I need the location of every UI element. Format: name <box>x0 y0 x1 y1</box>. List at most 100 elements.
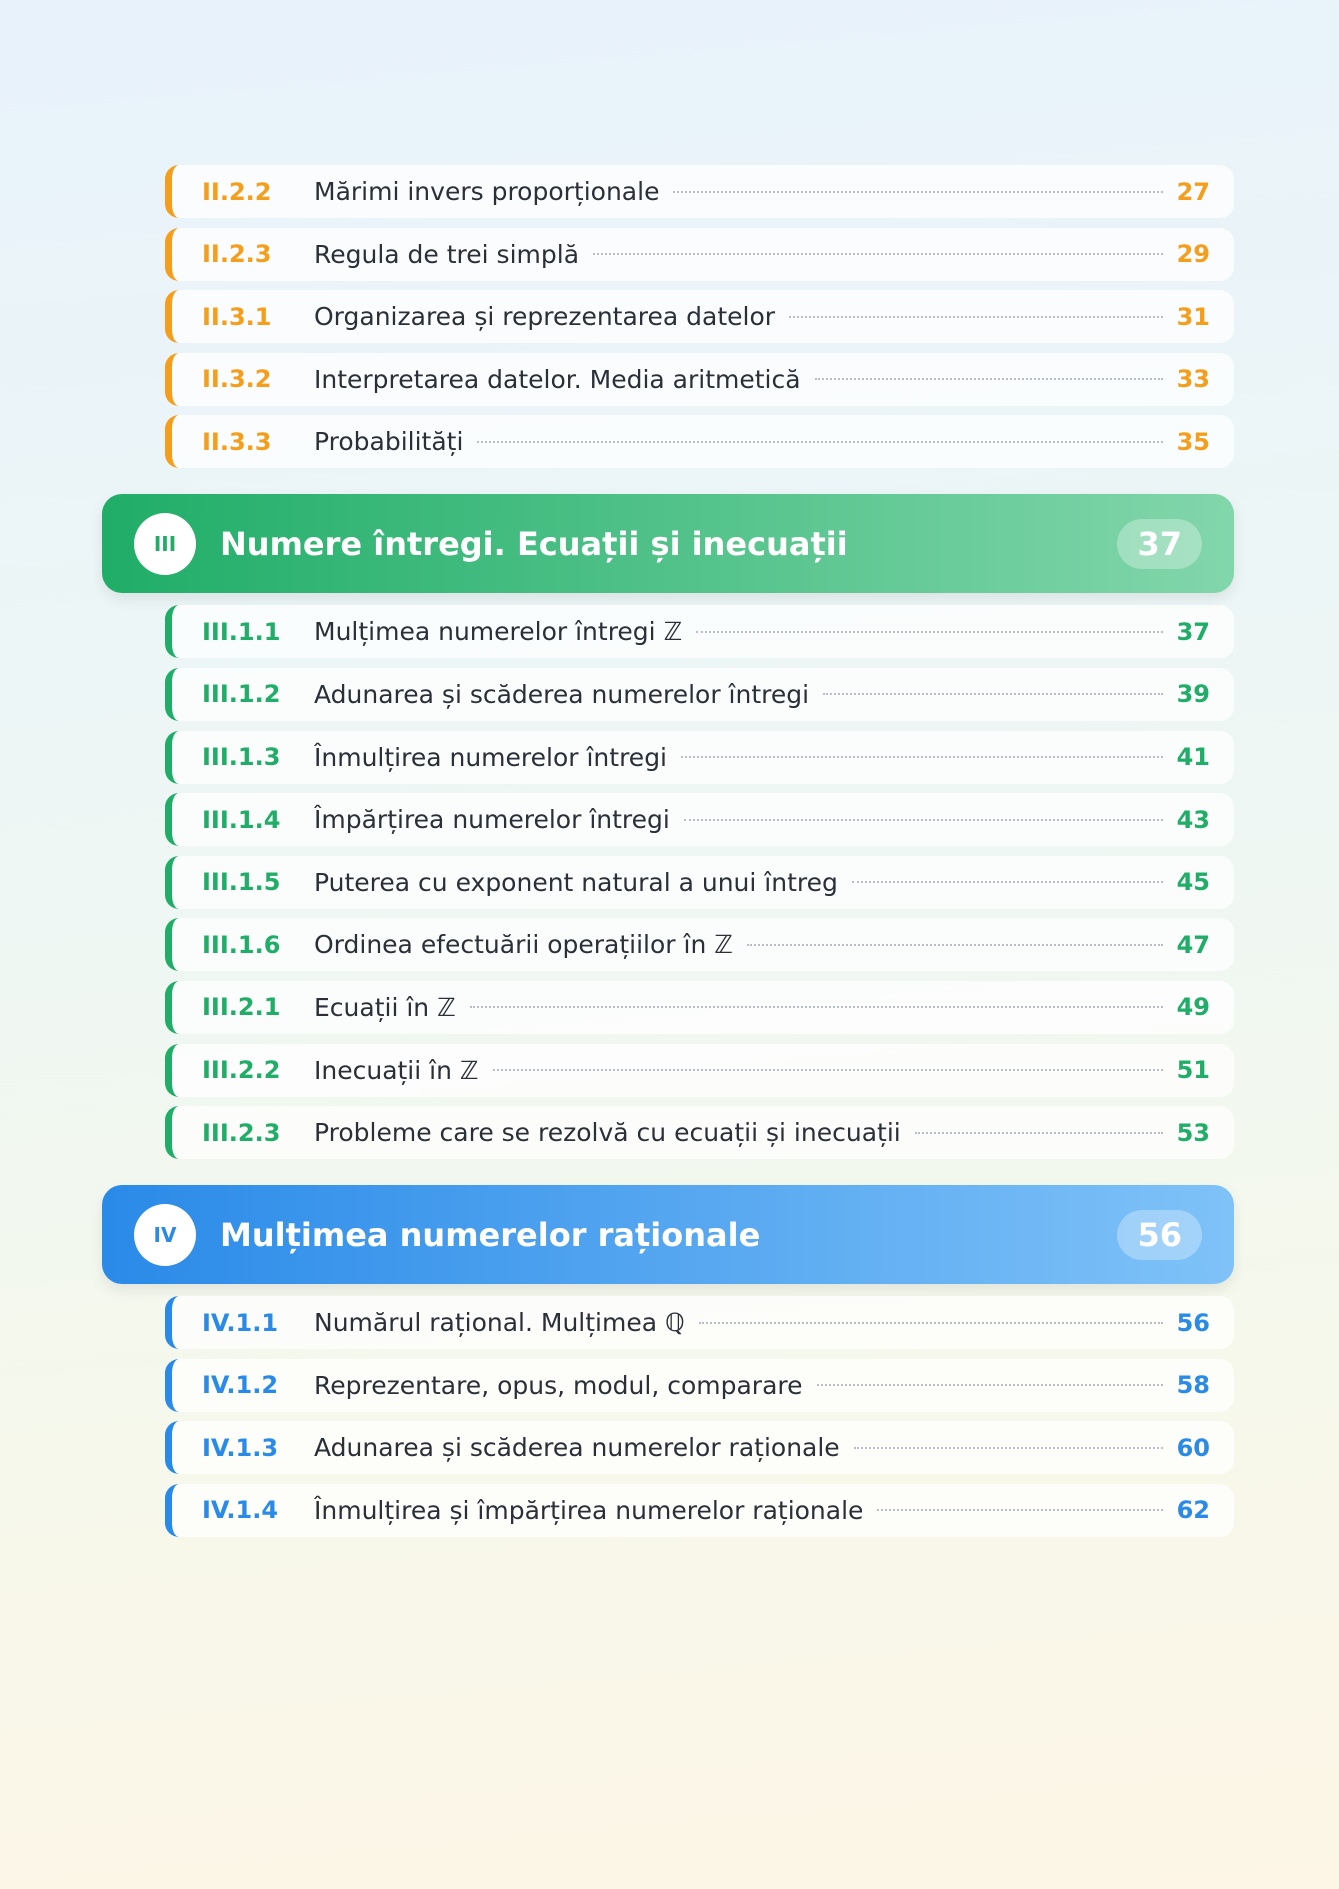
leader-dots <box>477 440 1163 443</box>
leader-dots <box>683 818 1163 821</box>
toc-entry: IV.1.2 Reprezentare, opus, modul, compara… <box>165 1358 1234 1412</box>
entry-page: 49 <box>1176 993 1210 1022</box>
entry-line: Numărul rațional. Mulțimea ℚ 56 <box>314 1308 1234 1337</box>
entry-page: 53 <box>1176 1118 1210 1147</box>
entry-page: 33 <box>1176 365 1210 394</box>
entry-title: Probabilități <box>314 427 464 457</box>
entry-title: Ordinea efectuării operațiilor în ℤ <box>314 930 733 960</box>
entry-code: IV.1.3 <box>202 1433 279 1462</box>
entry-page: 39 <box>1176 680 1210 709</box>
entry-title: Împărțirea numerelor întregi <box>314 805 670 835</box>
leader-dots <box>593 253 1163 256</box>
entry-line: Adunarea și scăderea numerelor întregi 39 <box>314 680 1234 709</box>
entry-page: 41 <box>1176 743 1210 772</box>
entry-title: Reprezentare, opus, modul, comparare <box>314 1370 803 1400</box>
toc-entry: III.1.2 Adunarea și scăderea numerelor în… <box>165 667 1234 721</box>
entry-code: III.1.3 <box>202 743 281 772</box>
chapter-numeral: IV <box>134 1203 196 1266</box>
section: III Numere întregi. Ecuații și inecuații 3… <box>0 494 1339 1160</box>
toc-entry: III.1.4 Împărțirea numerelor întregi 43 <box>165 793 1234 847</box>
leader-dots <box>877 1509 1163 1512</box>
toc-entry: IV.1.4 Înmulțirea și împărțirea numerelor… <box>165 1483 1234 1537</box>
toc-entry: II.3.2 Interpretarea datelor. Media aritm… <box>165 352 1234 406</box>
toc-entry: II.3.1 Organizarea și reprezentarea datel… <box>165 290 1234 344</box>
entry-code: II.3.2 <box>202 365 272 394</box>
entry-page: 29 <box>1176 240 1210 269</box>
entry-page: 35 <box>1176 427 1210 456</box>
chapter-page: 37 <box>1117 518 1202 569</box>
entry-title: Puterea cu exponent natural a unui între… <box>314 867 838 897</box>
entry-code: III.2.2 <box>202 1056 281 1085</box>
entry-line: Mărimi invers proporționale 27 <box>314 177 1234 206</box>
entry-page: 43 <box>1176 805 1210 834</box>
leader-dots <box>851 881 1163 884</box>
entry-code: II.3.3 <box>202 427 272 456</box>
leader-dots <box>681 756 1163 759</box>
chapter-page: 56 <box>1117 1209 1202 1260</box>
entry-line: Înmulțirea și împărțirea numerelor rațio… <box>314 1496 1234 1525</box>
leader-dots <box>673 190 1163 193</box>
entry-code: III.1.6 <box>202 930 281 959</box>
entry-line: Adunarea și scăderea numerelor raționale… <box>314 1433 1234 1462</box>
chapter-header: III Numere întregi. Ecuații și inecuații 3… <box>102 494 1234 594</box>
toc-entry: II.2.3 Regula de trei simplă 29 <box>165 227 1234 281</box>
entry-code: II.2.3 <box>202 240 272 269</box>
toc-entry: III.2.1 Ecuații în ℤ 49 <box>165 980 1234 1034</box>
toc-entry: III.1.1 Mulțimea numerelor întregi ℤ 37 <box>165 605 1234 659</box>
entry-title: Interpretarea datelor. Media aritmetică <box>314 364 801 394</box>
entry-page: 60 <box>1176 1433 1210 1462</box>
entry-title: Mărimi invers proporționale <box>314 177 660 206</box>
entry-code: III.1.4 <box>202 805 281 834</box>
entry-page: 47 <box>1176 930 1210 959</box>
entry-line: Probabilități 35 <box>314 427 1234 456</box>
leader-dots <box>492 1069 1163 1072</box>
entry-page: 56 <box>1176 1308 1210 1337</box>
entry-page: 58 <box>1176 1371 1210 1400</box>
entry-page: 51 <box>1176 1056 1210 1085</box>
entry-line: Regula de trei simplă 29 <box>314 240 1234 269</box>
leader-dots <box>823 693 1163 696</box>
toc-entry: III.2.3 Probleme care se rezolvă cu ecuaț… <box>165 1106 1234 1160</box>
entry-title: Probleme care se rezolvă cu ecuații și i… <box>314 1118 901 1148</box>
leader-dots <box>698 1321 1163 1324</box>
entry-title: Inecuații în ℤ <box>314 1055 479 1085</box>
leader-dots <box>814 378 1163 381</box>
entry-code: IV.1.2 <box>202 1371 279 1400</box>
entry-title: Înmulțirea și împărțirea numerelor rațio… <box>314 1495 864 1525</box>
leader-dots <box>816 1384 1163 1387</box>
entry-code: II.3.1 <box>202 302 272 331</box>
entry-code: IV.1.4 <box>202 1496 279 1525</box>
entry-line: Ecuații în ℤ 49 <box>314 993 1234 1022</box>
entry-line: Împărțirea numerelor întregi 43 <box>314 805 1234 834</box>
entry-code: III.1.5 <box>202 868 281 897</box>
entry-page: 27 <box>1176 177 1210 206</box>
leader-dots <box>789 315 1163 318</box>
entry-title: Ecuații în ℤ <box>314 992 456 1022</box>
entry-page: 45 <box>1176 868 1210 897</box>
chapter-header: IV Mulțimea numerelor raționale 56 <box>102 1185 1234 1285</box>
entry-line: Inecuații în ℤ 51 <box>314 1056 1234 1085</box>
toc-entry: II.3.3 Probabilități 35 <box>165 415 1234 469</box>
entry-code: III.2.1 <box>202 993 281 1022</box>
entry-page: 31 <box>1176 302 1210 331</box>
section: II.2.2 Mărimi invers proporționale 27 II.2.… <box>0 165 1339 469</box>
leader-dots <box>914 1131 1163 1134</box>
entry-line: Puterea cu exponent natural a unui între… <box>314 868 1234 897</box>
entry-title: Regula de trei simplă <box>314 239 580 269</box>
toc-entry: III.2.2 Inecuații în ℤ 51 <box>165 1043 1234 1097</box>
entry-line: Organizarea și reprezentarea datelor 31 <box>314 302 1234 331</box>
entry-page: 62 <box>1176 1496 1210 1525</box>
leader-dots <box>746 943 1163 946</box>
toc-entry: II.2.2 Mărimi invers proporționale 27 <box>165 165 1234 218</box>
entry-code: II.2.2 <box>202 177 272 206</box>
entry-title: Numărul rațional. Mulțimea ℚ <box>314 1308 685 1338</box>
entry-title: Adunarea și scăderea numerelor raționale <box>314 1433 840 1463</box>
toc-entry: III.1.6 Ordinea efectuării operațiilor în… <box>165 918 1234 972</box>
toc-entry: III.1.5 Puterea cu exponent natural a unu… <box>165 855 1234 909</box>
entry-title: Organizarea și reprezentarea datelor <box>314 302 776 332</box>
toc-entry: IV.1.1 Numărul rațional. Mulțimea ℚ 56 <box>165 1296 1234 1350</box>
entry-title: Mulțimea numerelor întregi ℤ <box>314 617 683 647</box>
entry-line: Reprezentare, opus, modul, comparare 58 <box>314 1371 1234 1400</box>
